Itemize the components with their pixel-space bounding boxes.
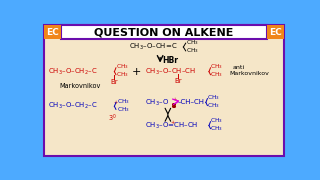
Text: CH$_3$: CH$_3$ <box>207 101 220 110</box>
Text: anti: anti <box>232 65 244 70</box>
Bar <box>61 25 267 39</box>
Text: CH$_3$: CH$_3$ <box>211 63 223 71</box>
Text: CH$_3$: CH$_3$ <box>117 105 130 114</box>
Bar <box>267 25 284 39</box>
Text: 3$^0$: 3$^0$ <box>108 113 116 124</box>
Text: EC: EC <box>269 28 282 37</box>
Text: CH$_3$: CH$_3$ <box>211 124 223 133</box>
Text: CH$_3$–O=CH–CH: CH$_3$–O=CH–CH <box>145 120 198 131</box>
Text: Br: Br <box>174 78 182 84</box>
Text: CH$_3$: CH$_3$ <box>186 38 198 47</box>
Text: CH$_3$–O–CH$_2$–C: CH$_3$–O–CH$_2$–C <box>48 67 97 77</box>
Text: +: + <box>113 100 117 105</box>
Text: Markovnikov: Markovnikov <box>229 71 269 76</box>
Text: +: + <box>132 67 141 77</box>
Text: QUESTION ON ALKENE: QUESTION ON ALKENE <box>94 27 234 37</box>
Text: HBr: HBr <box>163 56 179 65</box>
Text: CH$_3$: CH$_3$ <box>116 63 129 71</box>
Text: CH$_3$: CH$_3$ <box>211 116 223 125</box>
Text: Br: Br <box>111 79 118 85</box>
Bar <box>44 25 61 39</box>
Text: CH$_3$–O–CH=C: CH$_3$–O–CH=C <box>129 42 178 52</box>
Text: CH$_3$: CH$_3$ <box>211 70 223 79</box>
Text: Markovnikov: Markovnikov <box>60 82 101 89</box>
Text: CH$_3$: CH$_3$ <box>116 70 129 79</box>
Text: EC: EC <box>46 28 59 37</box>
Text: CH$_3$: CH$_3$ <box>207 93 220 102</box>
Text: CH$_3$: CH$_3$ <box>117 97 130 106</box>
Text: CH$_3$: CH$_3$ <box>186 46 198 55</box>
Text: +: + <box>171 120 175 125</box>
Text: CH$_3$–O: CH$_3$–O <box>145 97 169 107</box>
Text: +: + <box>173 97 177 102</box>
Text: –CH–CH: –CH–CH <box>177 99 204 105</box>
Text: CH$_3$–O–CH$_2$–C: CH$_3$–O–CH$_2$–C <box>48 101 97 111</box>
Text: CH$_3$–O–CH–CH: CH$_3$–O–CH–CH <box>145 67 196 77</box>
